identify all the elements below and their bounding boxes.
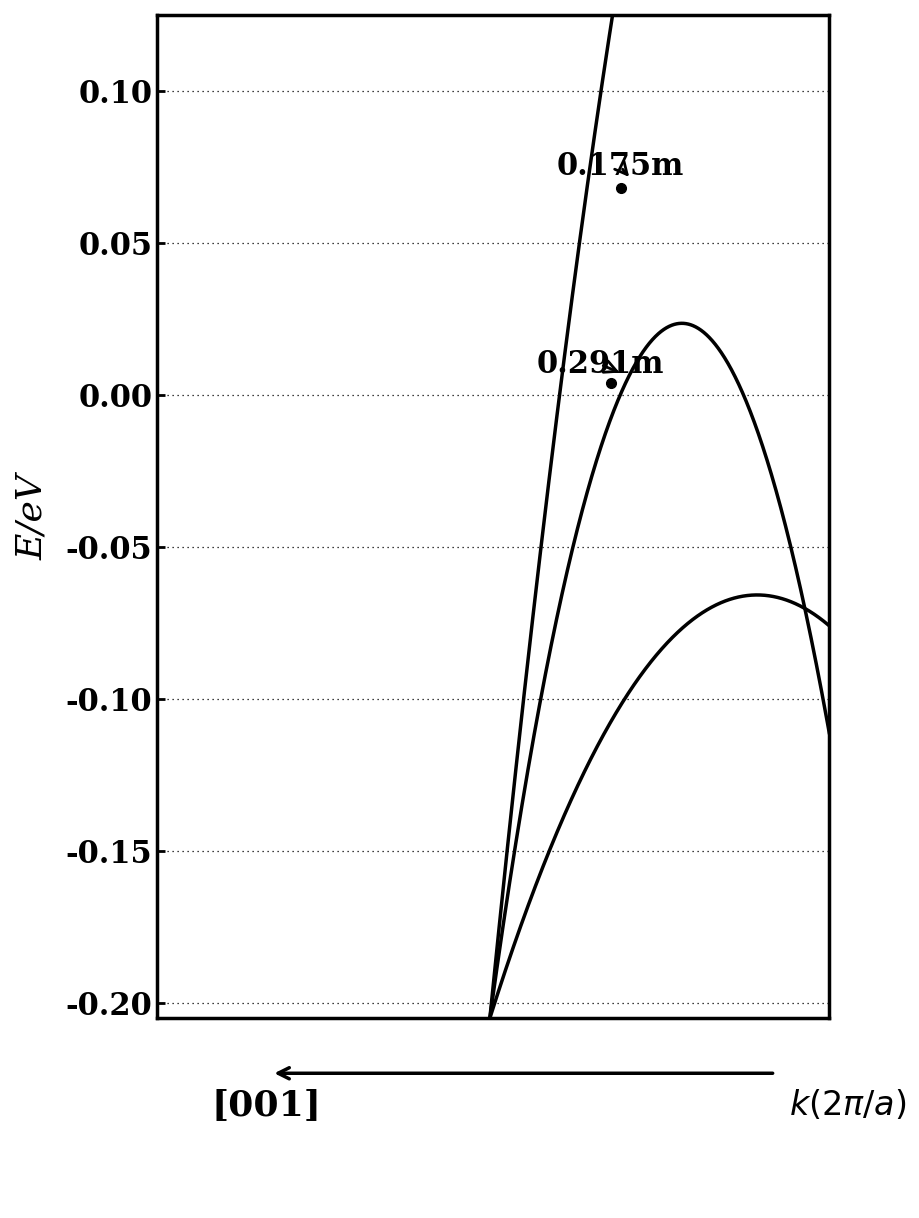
Text: [001]: [001] [211,1089,321,1122]
Y-axis label: E/eV: E/eV [15,474,49,559]
Text: 0.291m: 0.291m [537,350,664,380]
Text: 0.175m: 0.175m [557,151,685,183]
Text: $k(2\pi/a)$: $k(2\pi/a)$ [789,1089,906,1122]
